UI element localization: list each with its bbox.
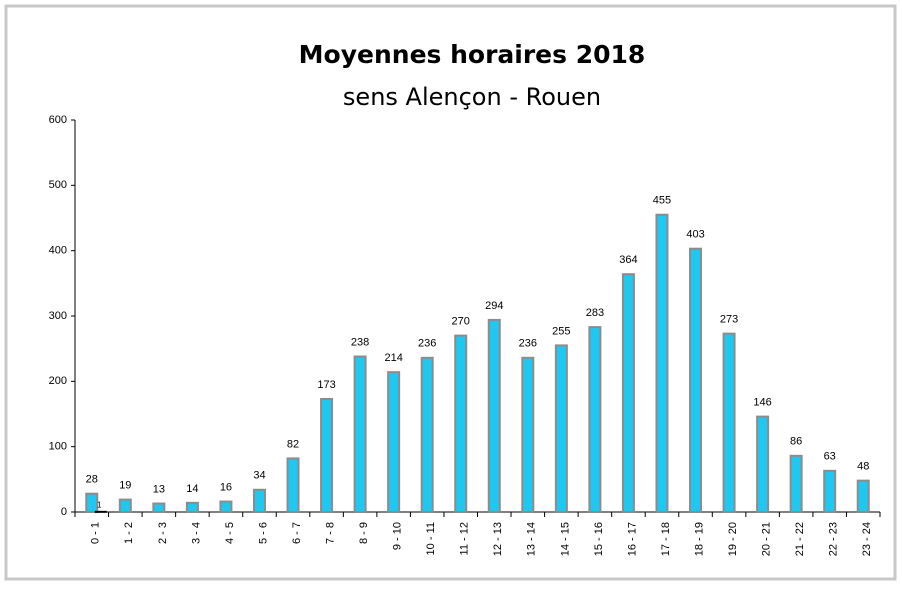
x-tick-label: 6 - 7 (291, 522, 303, 544)
bar (118, 498, 132, 514)
bar (454, 334, 468, 513)
y-tick-label: 200 (49, 375, 67, 387)
bar (554, 344, 568, 513)
bar (387, 371, 401, 514)
value-label: 236 (519, 338, 537, 350)
bar (286, 457, 300, 513)
value-label: 82 (287, 438, 299, 450)
x-tick-label: 11 - 12 (459, 522, 471, 555)
value-label: 238 (351, 336, 369, 348)
x-tick-label: 9 - 10 (392, 522, 404, 550)
bar (152, 502, 166, 513)
value-label: 214 (384, 352, 402, 364)
x-tick-label: 21 - 22 (794, 522, 806, 556)
value-label: 364 (619, 254, 637, 266)
value-label: 146 (753, 397, 771, 409)
x-tick-label: 13 - 14 (526, 522, 538, 556)
bar (521, 356, 535, 513)
bar (722, 332, 736, 514)
y-tick-label: 100 (49, 441, 67, 453)
x-tick-label: 7 - 8 (324, 522, 336, 544)
bar (689, 247, 703, 513)
x-tick-label: 12 - 13 (492, 522, 504, 556)
x-tick-label: 19 - 20 (727, 522, 739, 556)
y-tick-label: 400 (49, 245, 67, 257)
value-label: 28 (86, 474, 98, 486)
x-tick-label: 16 - 17 (626, 522, 638, 556)
bar (94, 510, 107, 513)
bar (219, 500, 233, 513)
value-label: 455 (653, 195, 671, 207)
chart-title: Moyennes horaires 2018 (299, 40, 646, 69)
x-tick-label: 18 - 19 (693, 522, 705, 556)
bar (789, 454, 803, 513)
y-tick-label: 0 (61, 506, 67, 518)
bar (85, 492, 99, 513)
value-label: 294 (485, 300, 503, 312)
value-label: 270 (452, 316, 470, 328)
x-tick-label: 22 - 23 (828, 522, 840, 556)
bar (420, 356, 434, 513)
x-tick-label: 20 - 21 (761, 522, 773, 556)
x-tick-label: 14 - 15 (559, 522, 571, 556)
bar (823, 469, 837, 513)
frame (4, 4, 897, 581)
bar (621, 273, 635, 514)
value-label: 1 (97, 500, 102, 509)
x-tick-label: 2 - 3 (157, 522, 169, 544)
bar (320, 397, 334, 513)
x-tick-label: 1 - 2 (123, 522, 135, 544)
y-tick-label: 600 (49, 114, 67, 126)
x-tick-label: 15 - 16 (593, 522, 605, 556)
x-tick-label: 8 - 9 (358, 522, 370, 544)
value-label: 48 (857, 461, 869, 473)
value-label: 236 (418, 338, 436, 350)
x-tick-label: 10 - 11 (425, 522, 437, 555)
bar (353, 355, 367, 513)
value-label: 86 (790, 436, 802, 448)
value-label: 63 (824, 451, 836, 463)
bar (185, 501, 199, 513)
value-label: 283 (586, 307, 604, 319)
bar (655, 213, 669, 513)
value-label: 403 (686, 229, 704, 241)
y-tick-label: 500 (49, 179, 67, 191)
y-tick-label: 300 (49, 310, 67, 322)
chart-subtitle: sens Alençon - Rouen (343, 83, 601, 111)
bar (588, 326, 602, 513)
x-tick-label: 5 - 6 (257, 522, 269, 544)
value-label: 273 (720, 314, 738, 326)
value-label: 255 (552, 325, 570, 337)
value-label: 19 (119, 479, 131, 491)
x-tick-label: 23 - 24 (861, 522, 873, 556)
bar (756, 415, 770, 514)
bar (487, 318, 501, 514)
x-tick-label: 3 - 4 (190, 522, 202, 544)
value-label: 173 (317, 379, 335, 391)
x-tick-label: 17 - 18 (660, 522, 672, 556)
value-label: 13 (153, 483, 165, 495)
bar (856, 479, 870, 514)
value-label: 14 (186, 483, 198, 495)
x-tick-label: 4 - 5 (224, 522, 236, 544)
value-label: 34 (253, 470, 265, 482)
x-tick-label: 0 - 1 (90, 522, 102, 544)
value-label: 16 (220, 481, 232, 493)
bar (252, 488, 266, 513)
